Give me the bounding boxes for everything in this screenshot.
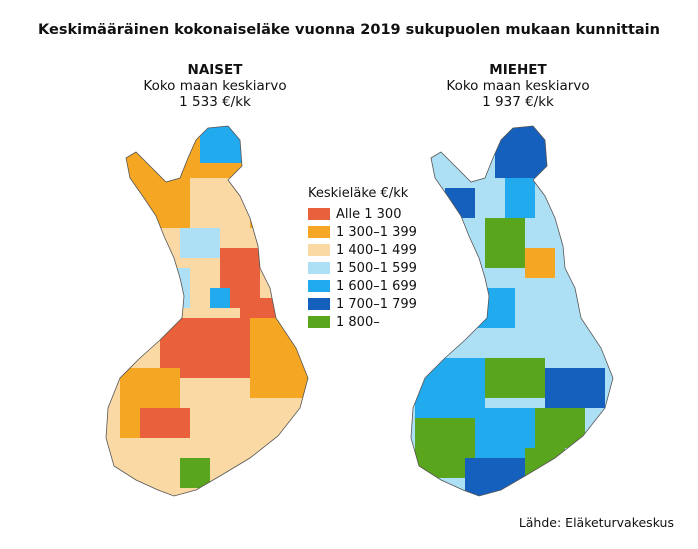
panel-subtitle: Koko maan keskiarvo bbox=[143, 78, 287, 94]
legend-swatch bbox=[308, 262, 330, 274]
legend-swatch bbox=[308, 298, 330, 310]
legend-item: Alle 1 300 bbox=[308, 205, 417, 223]
legend-item: 1 800– bbox=[308, 313, 417, 331]
legend-swatch bbox=[308, 244, 330, 256]
legend-swatch bbox=[308, 208, 330, 220]
legend-label: Alle 1 300 bbox=[336, 206, 402, 222]
legend-label: 1 300–1 399 bbox=[336, 224, 417, 240]
legend-swatch bbox=[308, 226, 330, 238]
legend-item: 1 500–1 599 bbox=[308, 259, 417, 277]
legend-items: Alle 1 300 1 300–1 399 1 400–1 499 1 500… bbox=[308, 205, 417, 331]
legend-item: 1 300–1 399 bbox=[308, 223, 417, 241]
map-men bbox=[410, 125, 614, 497]
legend-item: 1 700–1 799 bbox=[308, 295, 417, 313]
legend-swatch bbox=[308, 316, 330, 328]
legend-label: 1 600–1 699 bbox=[336, 278, 417, 294]
legend-swatch bbox=[308, 280, 330, 292]
legend: Keskieläke €/kk Alle 1 300 1 300–1 399 1… bbox=[308, 186, 417, 331]
map-women bbox=[105, 125, 309, 497]
panel-average: 1 533 €/kk bbox=[179, 94, 251, 110]
panel-heading-men: MIEHET Koko maan keskiarvo 1 937 €/kk bbox=[408, 62, 628, 110]
legend-label: 1 700–1 799 bbox=[336, 296, 417, 312]
legend-item: 1 600–1 699 bbox=[308, 277, 417, 295]
map-title: Keskimääräinen kokonaiseläke vuonna 2019… bbox=[38, 22, 660, 38]
panel-title: MIEHET bbox=[489, 62, 547, 78]
panel-subtitle: Koko maan keskiarvo bbox=[446, 78, 590, 94]
panel-heading-women: NAISET Koko maan keskiarvo 1 533 €/kk bbox=[105, 62, 325, 110]
legend-label: 1 500–1 599 bbox=[336, 260, 417, 276]
legend-label: 1 400–1 499 bbox=[336, 242, 417, 258]
legend-label: 1 800– bbox=[336, 314, 380, 330]
source-note: Lähde: Eläketurvakeskus bbox=[518, 515, 674, 530]
panel-title: NAISET bbox=[187, 62, 243, 78]
legend-title: Keskieläke €/kk bbox=[308, 186, 409, 201]
legend-item: 1 400–1 499 bbox=[308, 241, 417, 259]
panel-average: 1 937 €/kk bbox=[482, 94, 554, 110]
